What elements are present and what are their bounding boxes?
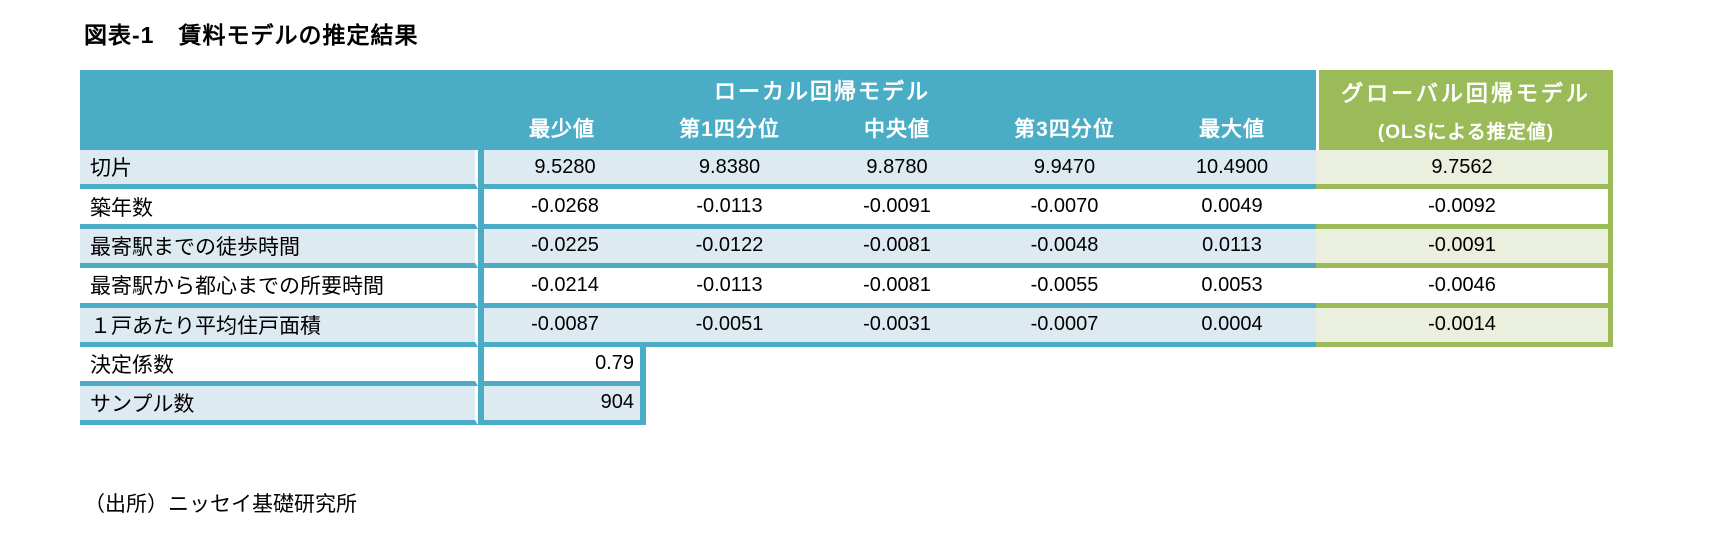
spacer xyxy=(1148,347,1316,386)
spacer xyxy=(1316,347,1613,386)
summary-row-value: 904 xyxy=(478,385,646,425)
table-cell: 9.9470 xyxy=(981,150,1148,190)
table-cell-global: 9.7562 xyxy=(1316,150,1613,190)
spacer xyxy=(813,386,981,425)
row-label: １戸あたり平均住戸面積 xyxy=(80,307,478,347)
page-title: 図表-1 賃料モデルの推定結果 xyxy=(84,22,419,48)
table-cell: -0.0113 xyxy=(646,268,813,308)
column-header-min: 最少値 xyxy=(478,110,646,150)
table-cell: -0.0214 xyxy=(478,268,646,308)
spacer xyxy=(646,386,813,425)
spacer xyxy=(1316,386,1613,425)
column-header-median: 中央値 xyxy=(813,110,981,150)
summary-row-value: 0.79 xyxy=(478,346,646,386)
table-cell: -0.0070 xyxy=(981,189,1148,229)
table-cell: -0.0051 xyxy=(646,307,813,347)
column-header-ols: (OLSによる推定値) xyxy=(1316,110,1613,150)
table-cell: -0.0225 xyxy=(478,228,646,269)
table-cell: 0.0049 xyxy=(1148,189,1316,229)
table-cell: 9.8780 xyxy=(813,150,981,190)
spacer xyxy=(813,347,981,386)
header-spacer xyxy=(80,110,478,150)
spacer xyxy=(981,386,1148,425)
table-cell: -0.0091 xyxy=(813,189,981,229)
table-cell-global: -0.0046 xyxy=(1316,268,1613,308)
spacer xyxy=(1148,386,1316,425)
table-cell: 9.5280 xyxy=(478,150,646,190)
row-label: 切片 xyxy=(80,150,478,190)
table-cell: 0.0113 xyxy=(1148,228,1316,269)
table-cell: -0.0007 xyxy=(981,307,1148,347)
column-header-max: 最大値 xyxy=(1148,110,1316,150)
table-cell: -0.0048 xyxy=(981,228,1148,269)
spacer xyxy=(981,347,1148,386)
table-cell: 10.4900 xyxy=(1148,150,1316,190)
column-header-q3: 第3四分位 xyxy=(981,110,1148,150)
table-cell: -0.0081 xyxy=(813,228,981,269)
table-cell: 9.8380 xyxy=(646,150,813,190)
group-header-global: グローバル回帰モデル xyxy=(1316,70,1613,110)
group-header-local: ローカル回帰モデル xyxy=(80,70,1316,110)
source-note: （出所）ニッセイ基礎研究所 xyxy=(84,493,357,516)
table-cell: -0.0081 xyxy=(813,268,981,308)
table-cell: -0.0055 xyxy=(981,268,1148,308)
row-label: 最寄駅までの徒歩時間 xyxy=(80,228,478,269)
table-cell: 0.0053 xyxy=(1148,268,1316,308)
table-cell: -0.0113 xyxy=(646,189,813,229)
table-cell-global: -0.0014 xyxy=(1316,307,1613,347)
column-header-q1: 第1四分位 xyxy=(646,110,813,150)
table-cell-global: -0.0092 xyxy=(1316,189,1613,229)
table-cell: -0.0122 xyxy=(646,228,813,269)
table-cell: 0.0004 xyxy=(1148,307,1316,347)
spacer xyxy=(646,347,813,386)
table-cell: -0.0087 xyxy=(478,307,646,347)
regression-table: ローカル回帰モデル グローバル回帰モデル 最少値 第1四分位 中央値 第3四分位… xyxy=(80,70,1613,425)
table-cell: -0.0031 xyxy=(813,307,981,347)
summary-row-label: 決定係数 xyxy=(80,346,478,386)
row-label: 築年数 xyxy=(80,189,478,229)
summary-row-label: サンプル数 xyxy=(80,385,478,425)
table-cell-global: -0.0091 xyxy=(1316,228,1613,269)
table-cell: -0.0268 xyxy=(478,189,646,229)
row-label: 最寄駅から都心までの所要時間 xyxy=(80,268,478,308)
